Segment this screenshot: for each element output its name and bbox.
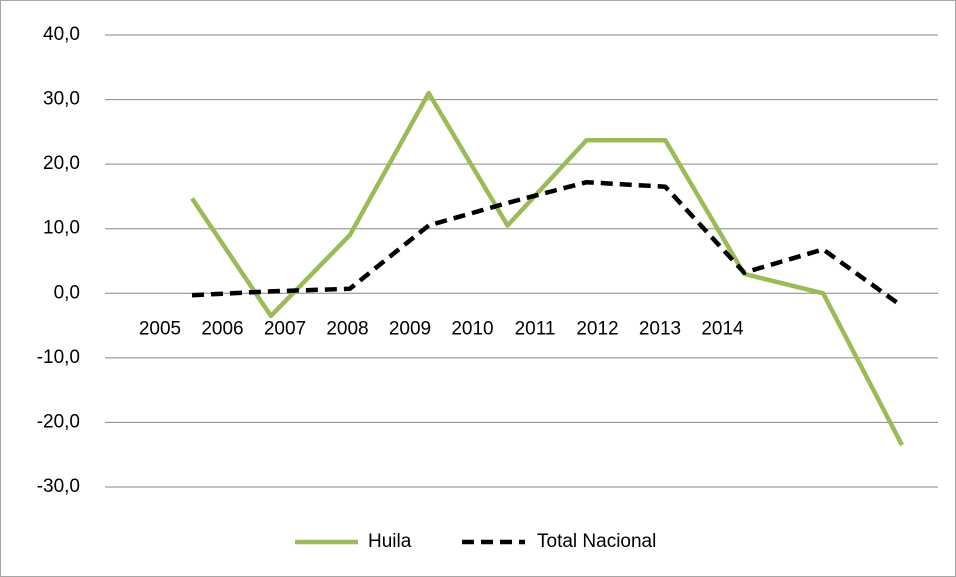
y-tick-label: 20,0	[43, 153, 80, 174]
legend-label: Total Nacional	[537, 531, 656, 552]
y-tick-label: 10,0	[43, 218, 80, 239]
x-tick-label: 2005	[139, 318, 181, 339]
x-tick-label: 2007	[264, 318, 306, 339]
x-tick-label: 2013	[639, 318, 681, 339]
x-tick-label: 2010	[451, 318, 493, 339]
x-tick-label: 2006	[201, 318, 243, 339]
y-tick-label: 40,0	[43, 24, 80, 45]
x-tick-label: 2009	[389, 318, 431, 339]
x-tick-label: 2011	[515, 318, 556, 339]
x-tick-label: 2012	[576, 318, 618, 339]
series-line	[190, 90, 904, 447]
y-tick-label: 30,0	[43, 89, 80, 110]
y-tick-label: -10,0	[37, 347, 80, 368]
y-tick-label: -30,0	[37, 476, 80, 497]
y-tick-label: -20,0	[37, 411, 80, 432]
series-line	[191, 179, 904, 309]
x-tick-label: 2008	[326, 318, 368, 339]
x-tick-label: 2014	[701, 318, 744, 339]
y-tick-label: 0,0	[54, 282, 80, 303]
legend-label: Huila	[368, 531, 412, 552]
